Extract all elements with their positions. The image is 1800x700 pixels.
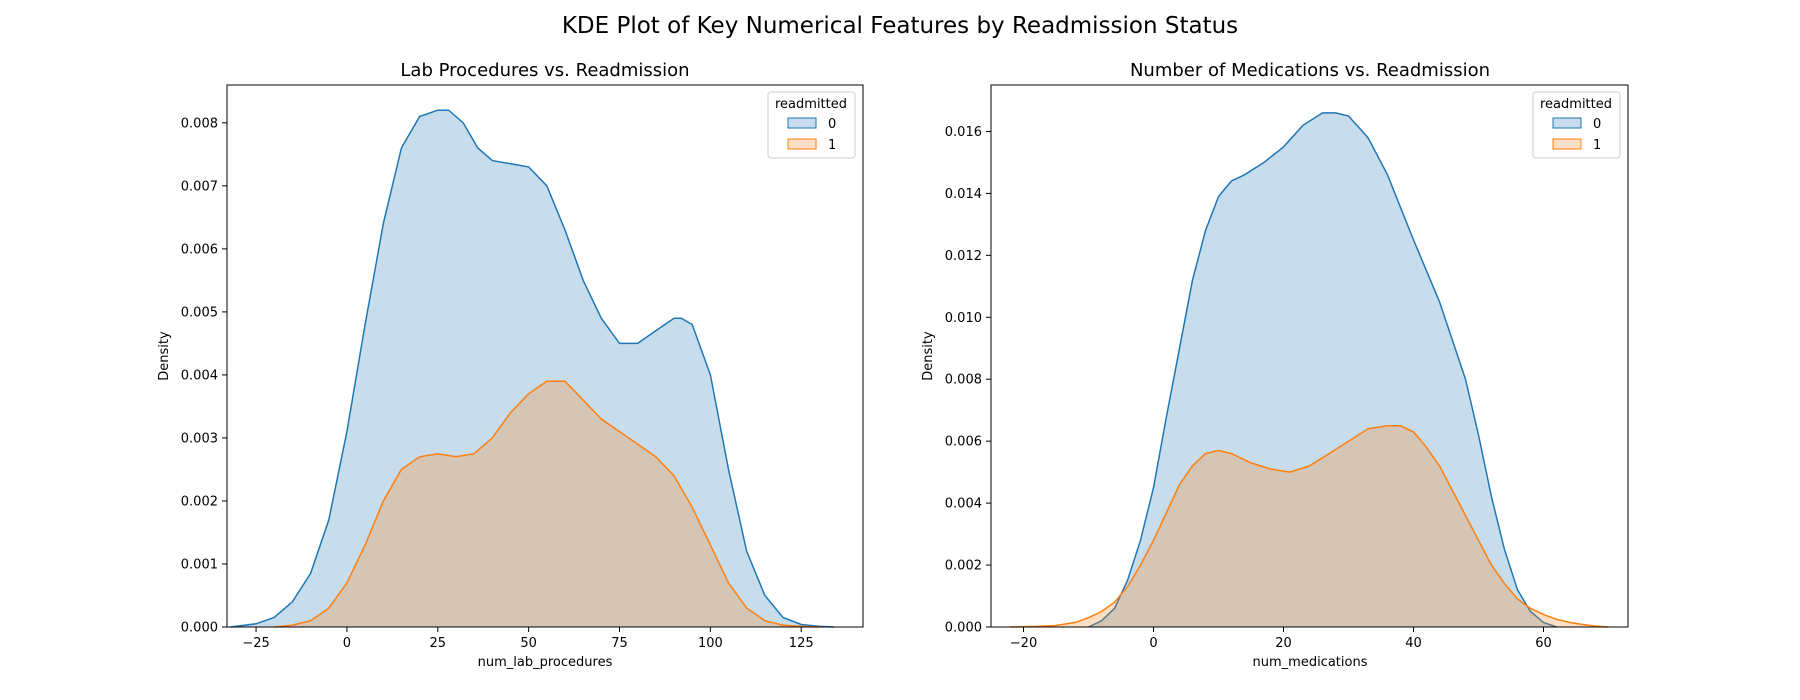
x-tick-label: 0 bbox=[1149, 636, 1157, 651]
y-tick-label: 0.012 bbox=[945, 249, 982, 264]
y-tick-label: 0.004 bbox=[181, 368, 218, 383]
y-tick-label: 0.001 bbox=[181, 557, 218, 572]
legend-swatch-1 bbox=[1552, 138, 1582, 150]
x-tick-label: 20 bbox=[1275, 636, 1292, 651]
x-tick-label: 40 bbox=[1405, 636, 1422, 651]
medications-series-0-area bbox=[1088, 112, 1557, 627]
medications-series-0-line bbox=[1088, 112, 1557, 628]
medications-panel: Number of Medications vs. Readmission −2… bbox=[921, 60, 1629, 670]
medications-x-label: num_medications bbox=[1253, 655, 1368, 670]
legend-swatch-1 bbox=[787, 138, 817, 150]
x-tick-label: −20 bbox=[1010, 636, 1037, 651]
legend-title: readmitted bbox=[775, 97, 847, 112]
lab-procedures-axes-frame bbox=[226, 84, 864, 628]
figure-suptitle: KDE Plot of Key Numerical Features by Re… bbox=[562, 13, 1238, 39]
legend-frame bbox=[1532, 91, 1621, 159]
y-tick-label: 0.002 bbox=[945, 559, 982, 574]
medications-plot-area bbox=[1010, 112, 1609, 628]
y-tick-label: 0.008 bbox=[181, 116, 218, 131]
lab-procedures-title: Lab Procedures vs. Readmission bbox=[400, 60, 689, 81]
medications-series-1-area bbox=[1010, 425, 1609, 627]
y-tick-label: 0.005 bbox=[181, 305, 218, 320]
lab-procedures-x-label: num_lab_procedures bbox=[478, 655, 613, 670]
legend-label-0: 0 bbox=[828, 117, 836, 132]
medications-y-label: Density bbox=[921, 331, 936, 381]
medications-series-1-line bbox=[1010, 424, 1609, 628]
lab-procedures-x-ticks: −25 0 25 50 75 100 125 bbox=[242, 627, 814, 651]
legend-swatch-0 bbox=[1552, 117, 1582, 129]
y-tick-label: 0.008 bbox=[945, 373, 982, 388]
lab-procedures-series-1-area bbox=[274, 381, 820, 627]
x-tick-label: 125 bbox=[789, 636, 814, 651]
lab-procedures-y-ticks: 0.000 0.001 0.002 0.003 0.004 0.005 0.006 0.007… bbox=[181, 116, 227, 636]
y-tick-label: 0.010 bbox=[945, 311, 982, 326]
legend-frame bbox=[767, 91, 856, 159]
lab-procedures-series-1-line bbox=[274, 380, 820, 628]
x-tick-label: 25 bbox=[430, 636, 447, 651]
x-tick-label: −25 bbox=[242, 636, 269, 651]
y-tick-label: 0.006 bbox=[181, 242, 218, 257]
y-tick-label: 0.014 bbox=[945, 187, 982, 202]
legend-label-1: 1 bbox=[828, 138, 836, 153]
x-tick-label: 0 bbox=[343, 636, 351, 651]
medications-legend: readmitted 0 1 bbox=[1532, 91, 1621, 159]
x-tick-label: 75 bbox=[611, 636, 628, 651]
y-tick-label: 0.007 bbox=[181, 179, 218, 194]
y-tick-label: 0.003 bbox=[181, 431, 218, 446]
lab-procedures-panel: Lab Procedures vs. Readmission −25 0 25 50 7… bbox=[157, 60, 864, 670]
x-tick-label: 100 bbox=[698, 636, 723, 651]
legend-title: readmitted bbox=[1540, 97, 1612, 112]
lab-procedures-series-0-line bbox=[230, 109, 834, 628]
y-tick-label: 0.002 bbox=[181, 494, 218, 509]
lab-procedures-plot-area bbox=[230, 109, 834, 628]
medications-axes-frame bbox=[990, 84, 1629, 628]
lab-procedures-y-label: Density bbox=[157, 331, 172, 381]
x-tick-label: 60 bbox=[1535, 636, 1552, 651]
lab-procedures-legend: readmitted 0 1 bbox=[767, 91, 856, 159]
y-tick-label: 0.006 bbox=[945, 435, 982, 450]
medications-title: Number of Medications vs. Readmission bbox=[1130, 60, 1490, 81]
lab-procedures-series-0-area bbox=[230, 110, 834, 627]
y-tick-label: 0.000 bbox=[945, 621, 982, 636]
y-tick-label: 0.004 bbox=[945, 497, 982, 512]
legend-label-0: 0 bbox=[1593, 117, 1601, 132]
medications-y-ticks: 0.000 0.002 0.004 0.006 0.008 0.010 0.012 0.014… bbox=[945, 125, 991, 636]
y-tick-label: 0.000 bbox=[181, 621, 218, 636]
x-tick-label: 50 bbox=[520, 636, 537, 651]
legend-swatch-0 bbox=[787, 117, 817, 129]
y-tick-label: 0.016 bbox=[945, 125, 982, 140]
medications-x-ticks: −20 0 20 40 60 bbox=[1010, 627, 1552, 651]
legend-label-1: 1 bbox=[1593, 138, 1601, 153]
